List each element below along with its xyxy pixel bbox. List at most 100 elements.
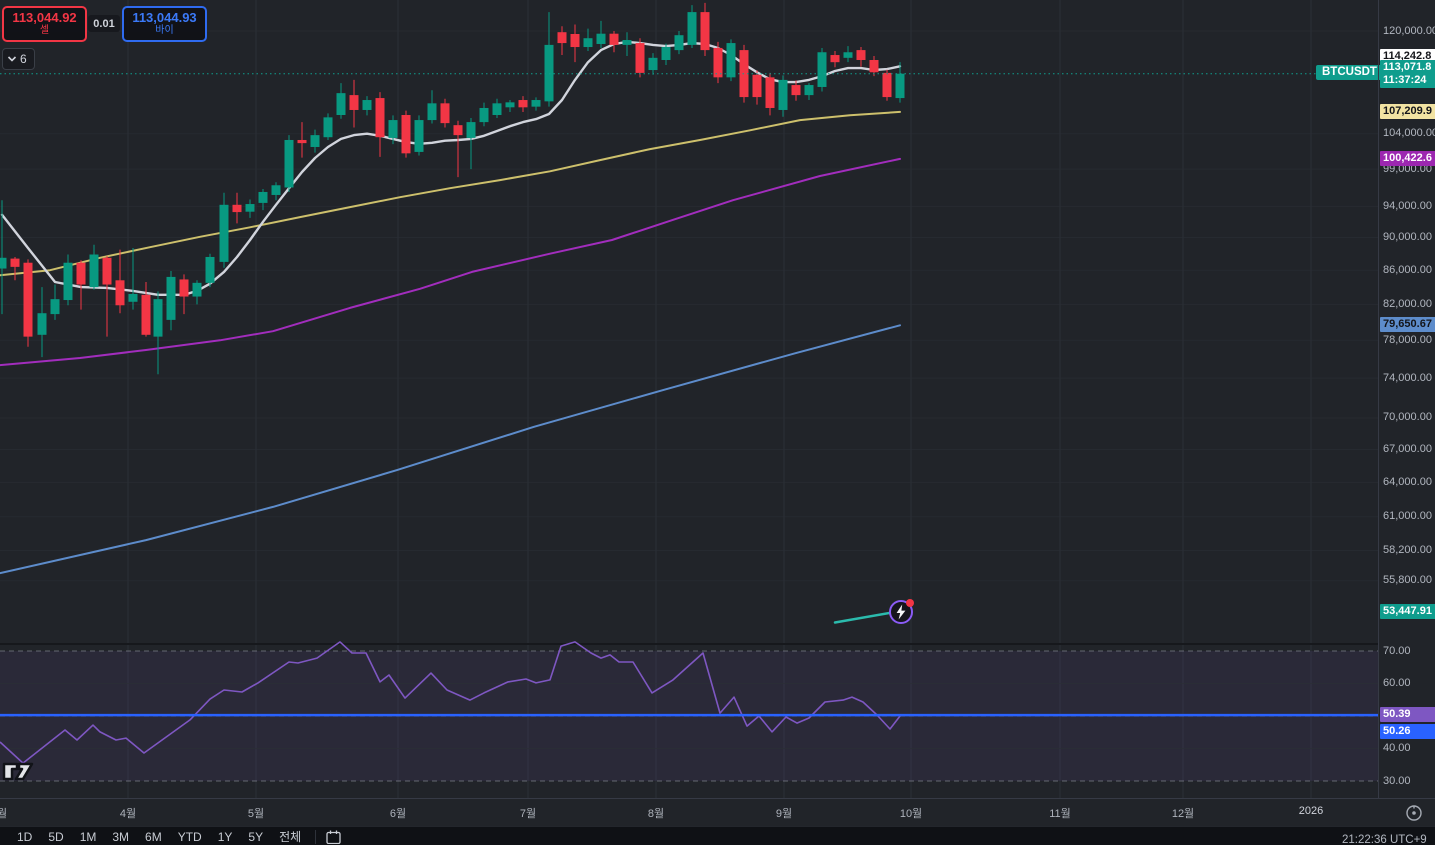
price-pane[interactable]: 113,044.92 셀 0.01 113,044.93 바이 6 BTCUSD… (0, 0, 1383, 798)
price-axis[interactable]: 120,000.00 104,000.00 99,000.00 94,000.00 90… (1378, 0, 1435, 798)
range-buttons: 1D 5D 1M 3M 6M YTD 1Y 5Y 전체 (9, 827, 309, 845)
month-label: 4월 (119, 808, 137, 820)
month-label: 9월 (775, 808, 793, 820)
candle-body (453, 125, 463, 136)
month-label: 10월 (899, 808, 923, 820)
range-button-3m[interactable]: 3M (112, 830, 130, 844)
candle-body (23, 262, 33, 337)
candle-body (179, 279, 189, 297)
candle-body (856, 50, 866, 60)
candle-body (205, 256, 215, 283)
rsi-tick: 60.00 (1383, 677, 1411, 689)
buy-button[interactable]: 113,044.93 바이 (122, 6, 207, 42)
candle-body (336, 93, 346, 116)
candle-body (63, 262, 73, 301)
candle-body (258, 191, 268, 203)
candle-body (102, 257, 112, 285)
axis-settings-icon[interactable] (1405, 804, 1423, 822)
candle-body (128, 293, 138, 302)
candle-body (219, 204, 229, 262)
candle-body (479, 107, 489, 123)
chevron-down-icon (7, 56, 17, 62)
candle-body (466, 122, 476, 138)
signal-marker[interactable] (889, 598, 914, 624)
ma-yellow-line (0, 110, 901, 277)
candle-body (76, 262, 86, 285)
range-button-1m[interactable]: 1M (79, 830, 97, 844)
month-label: 월 (0, 808, 8, 820)
candle-body (440, 103, 450, 124)
candle-body (544, 44, 554, 102)
time-axis[interactable]: 월 4월 5월 6월 7월 8월 9월 10월 11월 12월 2026 (0, 798, 1435, 827)
rsi-tick: 30.00 (1383, 774, 1411, 787)
price-tick: 94,000.00 (1383, 199, 1432, 212)
range-button-1y[interactable]: 1Y (217, 830, 233, 844)
price-tick: 64,000.00 (1383, 475, 1432, 488)
month-label: 7월 (519, 808, 537, 820)
candle-body (245, 204, 255, 212)
candle-body (700, 12, 710, 51)
price-tick: 74,000.00 (1383, 371, 1432, 384)
candle-body (232, 204, 242, 213)
calendar-icon[interactable] (326, 830, 341, 844)
price-tick: 90,000.00 (1383, 231, 1432, 244)
rsi-tick: 40.00 (1383, 742, 1411, 754)
month-label: 8월 (647, 808, 665, 820)
candle-body (765, 77, 775, 108)
month-label: 5월 (247, 808, 265, 820)
candle-body (297, 139, 307, 144)
price-tick: 104,000.00 (1383, 127, 1435, 140)
candle-body (166, 276, 176, 320)
candle-body (414, 120, 424, 152)
ma-blue-value-label: 79,650.67 (1380, 317, 1435, 333)
candle-body (804, 85, 814, 96)
candle-body (648, 57, 658, 71)
candle-body (752, 74, 762, 98)
candle-body (153, 299, 163, 337)
chart-canvas[interactable] (0, 0, 1378, 798)
clock-utc[interactable]: 21:22:36 UTC+9 (1342, 834, 1427, 845)
candle-body (791, 85, 801, 96)
range-button-ytd[interactable]: YTD (177, 830, 202, 844)
month-label: 2026 (1298, 805, 1324, 817)
candle-body (570, 33, 580, 48)
range-button-전체[interactable]: 전체 (279, 830, 302, 844)
candle-body (661, 47, 671, 60)
range-button-5d[interactable]: 5D (48, 830, 64, 844)
range-button-1d[interactable]: 1D (17, 830, 33, 844)
candle-body (895, 73, 905, 99)
sell-price: 113,044.92 (12, 10, 77, 25)
candle-body (674, 35, 684, 51)
candle-body (817, 52, 827, 87)
candle-body (115, 280, 125, 306)
candle-body (882, 72, 892, 98)
symbol-badge: BTCUSDT (1316, 64, 1383, 80)
candle-body (0, 257, 7, 269)
month-label: 12월 (1171, 808, 1195, 820)
candle-body (557, 32, 567, 44)
ma-white-line (0, 40, 902, 296)
rsi-line (0, 641, 902, 764)
candle-body (609, 33, 619, 45)
candle-body (531, 100, 541, 107)
month-label: 11월 (1049, 808, 1071, 820)
range-button-6m[interactable]: 6M (145, 830, 162, 844)
candle-body (388, 120, 398, 138)
rsi-value-label: 50.39 (1380, 707, 1435, 722)
candle-body (505, 102, 515, 108)
range-button-5y[interactable]: 5Y (248, 830, 264, 844)
candle-body (89, 254, 99, 288)
candle-body (141, 294, 151, 335)
spread-value: 0.01 (88, 15, 120, 32)
sell-button[interactable]: 113,044.92 셀 (2, 6, 87, 42)
candle-body (427, 103, 437, 121)
price-tick: 55,800.00 (1383, 574, 1432, 587)
candle-body (687, 12, 697, 45)
candle-body (583, 38, 593, 48)
ma-yellow-value-label: 107,209.9 (1380, 103, 1435, 119)
price-tick: 86,000.00 (1383, 263, 1432, 276)
collapsed-indicators-chip[interactable]: 6 (2, 48, 35, 70)
rsi-tick: 70.00 (1383, 644, 1411, 657)
candle-body (596, 33, 606, 44)
buy-price: 113,044.93 (132, 10, 197, 25)
